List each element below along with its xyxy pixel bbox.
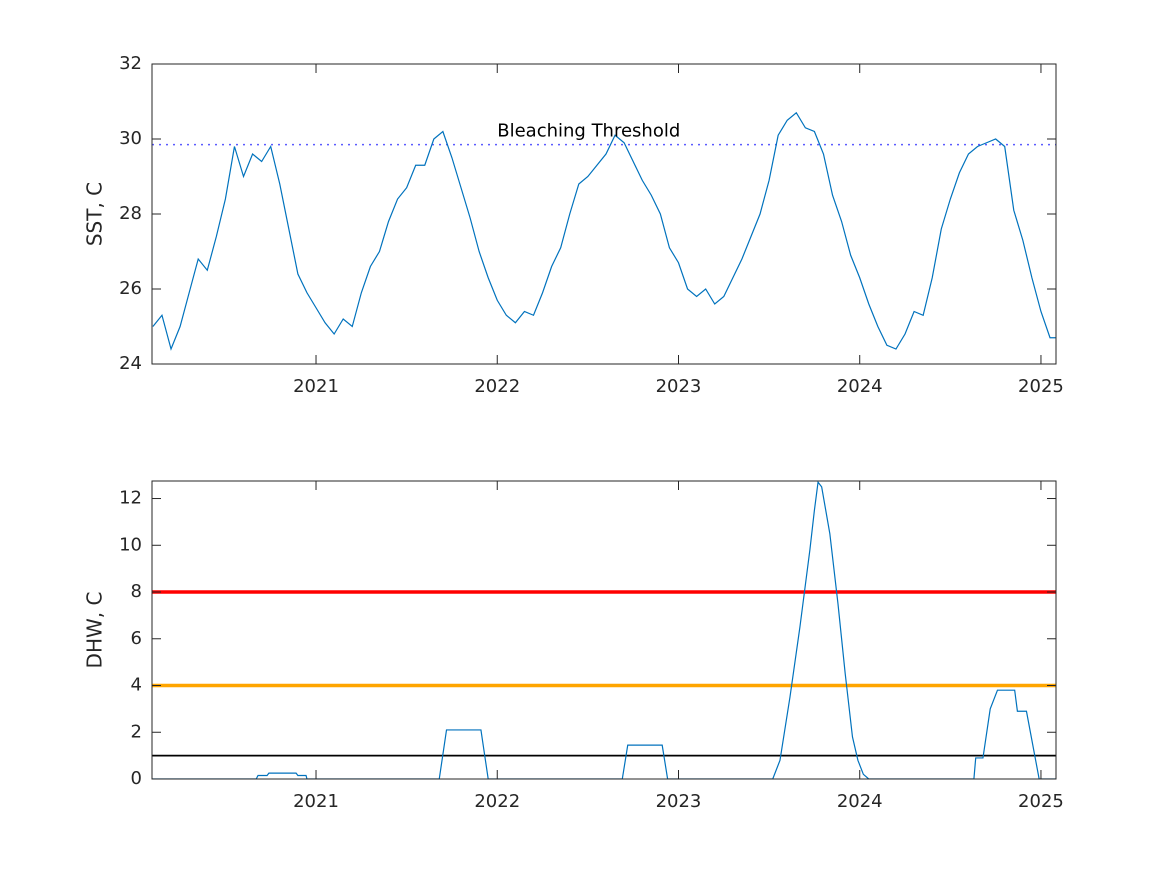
x-tick-label: 2024	[837, 791, 883, 812]
y-tick-label: 2	[131, 721, 142, 742]
y-tick-label: 10	[119, 534, 142, 555]
x-tick-label: 2024	[837, 376, 883, 397]
x-tick-label: 2022	[474, 376, 520, 397]
y-tick-label: 28	[119, 203, 142, 224]
plot-area	[152, 481, 1056, 779]
y-tick-label: 0	[131, 768, 142, 789]
x-tick-label: 2023	[656, 791, 702, 812]
axes: 2021 2022 2023 2024 2025 24 26 28 30 32 SST, C Blea…	[83, 53, 1064, 397]
y-tick-label: 26	[119, 278, 142, 299]
x-tick-label: 2021	[293, 791, 339, 812]
axes: 2021 2022 2023 2024 2025 0 2 4 6 8 10 12 DHW, C	[83, 480, 1064, 812]
annotation: Bleaching Threshold	[497, 121, 680, 142]
y-tick-label: 24	[119, 353, 142, 374]
y-tick-label: 8	[131, 581, 142, 602]
x-tick-label: 2025	[1018, 376, 1064, 397]
y-axis-label: DHW, C	[83, 592, 107, 669]
y-tick-label: 6	[131, 628, 142, 649]
y-axis-label: SST, C	[83, 182, 107, 246]
y-tick-label: 32	[119, 53, 142, 74]
plot-area	[152, 64, 1056, 364]
data-line	[152, 481, 1056, 779]
data-line	[152, 111, 1056, 351]
y-tick-label: 12	[119, 488, 142, 509]
y-tick-label: 4	[131, 675, 142, 696]
y-tick-label: 30	[119, 128, 142, 149]
x-tick-label: 2022	[474, 791, 520, 812]
x-tick-label: 2025	[1018, 791, 1064, 812]
x-tick-label: 2023	[656, 376, 702, 397]
x-tick-label: 2021	[293, 376, 339, 397]
axes-frame	[151, 480, 1057, 780]
